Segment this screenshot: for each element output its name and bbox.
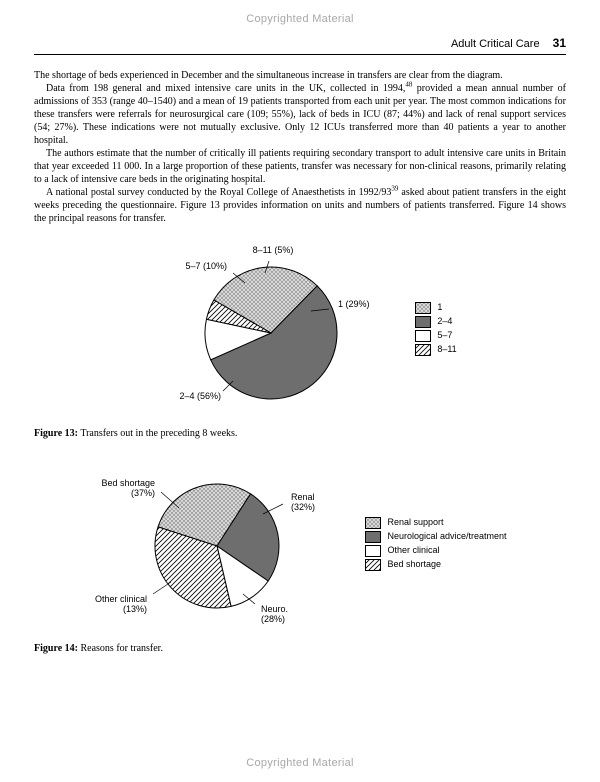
legend-swatch: [415, 330, 431, 342]
leader-line: [153, 582, 171, 594]
p2-a: Data from 198 general and mixed intensiv…: [46, 83, 405, 94]
legend-label: Neurological advice/treatment: [387, 531, 506, 543]
slice-label: Other clinical: [95, 594, 147, 604]
section-title: Adult Critical Care: [451, 38, 540, 50]
figure-13: 1 (29%) 2–4 (56%) 5–7 (10%) 8–11 (5%) 1 2–4 5…: [34, 239, 566, 440]
figure-14-caption-text: Reasons for transfer.: [80, 643, 162, 654]
figure-13-caption: Figure 13: Transfers out in the precedin…: [34, 427, 566, 440]
figure-14: Renal(32%)Neuro.(28%)Other clinical(13%)…: [34, 454, 566, 655]
legend-item: Neurological advice/treatment: [365, 531, 506, 543]
page-number: 31: [553, 36, 566, 50]
running-head: Adult Critical Care 31: [34, 36, 566, 55]
legend-swatch: [415, 316, 431, 328]
legend-item: 2–4: [415, 316, 456, 328]
slice-label: 1 (29%): [338, 299, 370, 309]
legend-swatch: [415, 302, 431, 314]
figure-14-caption: Figure 14: Reasons for transfer.: [34, 642, 566, 655]
figure-14-chart: Renal(32%) Neuro.(28%) Other clinical(13%)…: [93, 454, 343, 634]
slice-label: (13%): [123, 604, 147, 614]
slice-label: (37%): [131, 488, 155, 498]
figure-14-legend: Renal support Neurological advice/treatme…: [365, 515, 506, 573]
paragraph-1: The shortage of beds experienced in Dece…: [34, 69, 566, 82]
p4-a: A national postal survey conducted by th…: [46, 187, 391, 198]
watermark-top: Copyrighted Material: [0, 12, 600, 26]
slice-label: 8–11 (5%): [253, 245, 294, 255]
legend-label: Renal support: [387, 517, 443, 529]
legend-label: Bed shortage: [387, 559, 441, 571]
page: Adult Critical Care 31 The shortage of b…: [0, 0, 600, 697]
legend-item: Renal support: [365, 517, 506, 529]
slice-label: Renal: [291, 492, 315, 502]
paragraph-4: A national postal survey conducted by th…: [34, 186, 566, 225]
legend-item: Other clinical: [365, 545, 506, 557]
legend-label: 2–4: [437, 316, 452, 328]
slice-label: 2–4 (56%): [180, 391, 222, 401]
figure-13-caption-text: Transfers out in the preceding 8 weeks.: [80, 428, 237, 439]
figure-13-legend: 1 2–4 5–7 8–11: [415, 300, 456, 358]
slice-label: Neuro.: [261, 604, 288, 614]
legend-item: 8–11: [415, 344, 456, 356]
legend-swatch: [365, 559, 381, 571]
legend-swatch: [365, 531, 381, 543]
legend-swatch: [365, 545, 381, 557]
paragraph-3: The authors estimate that the number of …: [34, 147, 566, 186]
slice-label: (32%): [291, 502, 315, 512]
slice-label: (28%): [261, 614, 285, 624]
paragraph-2: Data from 198 general and mixed intensiv…: [34, 82, 566, 147]
figure-13-caption-label: Figure 13:: [34, 428, 78, 439]
legend-label: Other clinical: [387, 545, 439, 557]
legend-label: 1: [437, 302, 442, 314]
legend-item: 1: [415, 302, 456, 314]
legend-swatch: [365, 517, 381, 529]
body-text: The shortage of beds experienced in Dece…: [34, 69, 566, 225]
slice-label: 5–7 (10%): [186, 261, 228, 271]
figure-13-chart: 1 (29%) 2–4 (56%) 5–7 (10%) 8–11 (5%): [143, 239, 393, 419]
legend-label: 8–11: [437, 344, 456, 356]
legend-item: Bed shortage: [365, 559, 506, 571]
watermark-bottom: Copyrighted Material: [0, 756, 600, 770]
legend-label: 5–7: [437, 330, 452, 342]
legend-item: 5–7: [415, 330, 456, 342]
figure-14-caption-label: Figure 14:: [34, 643, 78, 654]
legend-swatch: [415, 344, 431, 356]
slice-label: Bed shortage: [102, 478, 156, 488]
